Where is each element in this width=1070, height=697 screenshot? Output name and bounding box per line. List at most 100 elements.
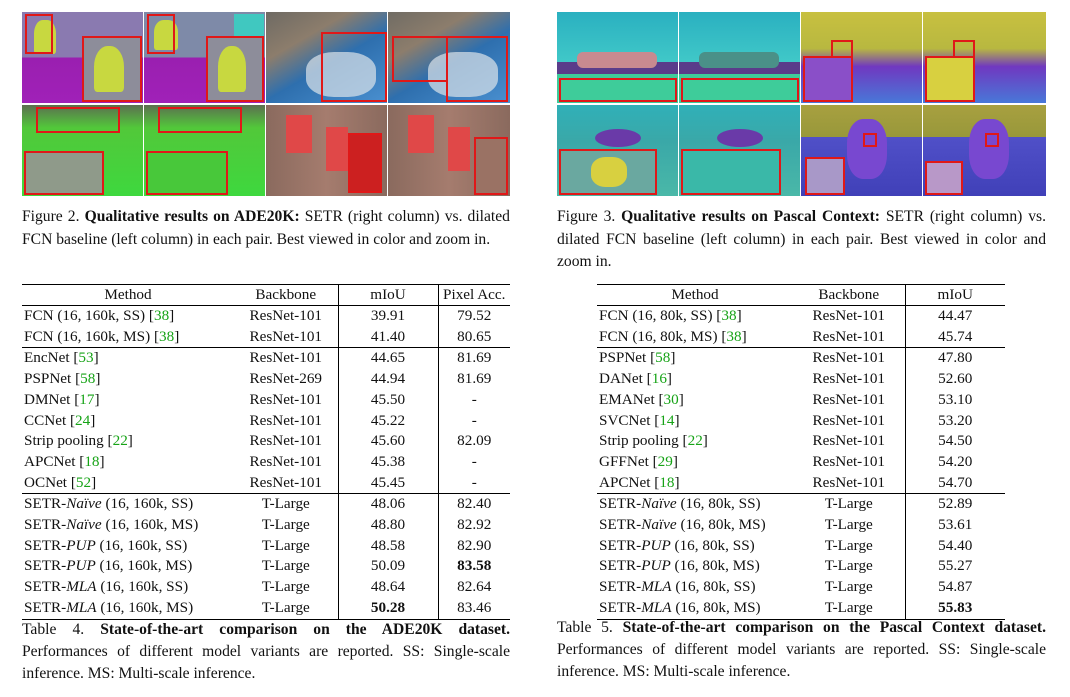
backbone-cell: ResNet-101 <box>249 327 323 345</box>
miou-cell: 55.27 <box>904 556 1005 578</box>
method-name: SETR- <box>599 536 642 554</box>
pixel-acc-cell: 82.64 <box>437 577 510 598</box>
method-name: EMANet [ <box>599 390 664 408</box>
method-cell: Strip pooling [22] <box>597 431 793 452</box>
citation-link[interactable]: 16 <box>651 370 667 388</box>
method-name: APCNet [ <box>599 473 660 491</box>
method-name: SETR- <box>24 557 67 575</box>
pixel-acc-cell: 82.92 <box>437 515 510 536</box>
backbone-cell: ResNet-101 <box>249 390 323 408</box>
method-suffix: ] <box>741 327 747 345</box>
ade20k-fcn-result-4 <box>266 105 387 196</box>
method-name: PSPNet [ <box>24 370 81 388</box>
method-cell: APCNet [18] <box>597 473 793 494</box>
method-name: EncNet [ <box>24 349 79 367</box>
citation-link[interactable]: 58 <box>80 370 96 388</box>
figure-2-title: Qualitative results on ADE20K: <box>84 208 300 225</box>
header-method: Method <box>671 286 719 303</box>
method-name: FCN (16, 160k, SS) [ <box>24 307 154 324</box>
citation-link[interactable]: 22 <box>112 432 128 450</box>
citation-link[interactable]: 58 <box>655 349 671 367</box>
citation-link[interactable]: 38 <box>153 307 170 324</box>
method-name: APCNet [ <box>24 452 85 470</box>
backbone-cell: ResNet-101 <box>812 452 886 470</box>
table-row: PSPNet [58] ResNet-269 44.94 81.69 <box>22 369 510 390</box>
method-suffix: (16, 160k, MS) <box>96 598 194 616</box>
method-suffix: (16, 160k, MS) <box>95 557 193 575</box>
table-row: GFFNet [29] ResNet-101 54.20 <box>597 451 1005 473</box>
method-variant: Naïve <box>641 495 677 513</box>
miou-cell: 45.38 <box>337 451 438 473</box>
backbone-cell: T-Large <box>824 578 873 596</box>
citation-link[interactable]: 18 <box>84 452 100 470</box>
method-variant: MLA <box>66 598 97 616</box>
header-method: Method <box>104 286 152 303</box>
table-row: SETR-MLA (16, 160k, MS) T-Large 50.28 83.46 <box>22 597 510 620</box>
method-cell: FCN (16, 80k, MS) [38] <box>597 327 793 348</box>
citation-link[interactable]: 22 <box>687 432 703 450</box>
method-suffix: ] <box>94 390 100 408</box>
citation-link[interactable]: 52 <box>75 473 92 491</box>
method-suffix: ] <box>99 452 105 470</box>
method-cell: SVCNet [14] <box>597 411 793 432</box>
method-suffix: ] <box>93 349 99 367</box>
pixel-acc-cell: - <box>437 389 510 411</box>
method-variant: PUP <box>641 557 671 575</box>
miou-cell: 45.74 <box>904 326 1005 348</box>
method-cell: EncNet [53] <box>22 347 234 370</box>
backbone-cell: ResNet-101 <box>812 411 886 429</box>
miou-cell: 54.20 <box>904 451 1005 473</box>
method-suffix: ] <box>674 411 680 429</box>
citation-link[interactable]: 17 <box>79 390 95 408</box>
pixel-acc-cell: - <box>437 410 510 432</box>
miou-cell: 50.28 <box>337 597 438 620</box>
citation-link[interactable]: 38 <box>721 307 737 324</box>
table-row: DANet [16] ResNet-101 52.60 <box>597 369 1005 390</box>
method-suffix: ] <box>91 473 97 491</box>
table-4-text: Performances of different model variants… <box>22 643 510 682</box>
method-suffix: ] <box>670 349 676 367</box>
method-suffix: ] <box>174 327 180 345</box>
citation-link[interactable]: 53 <box>78 349 94 367</box>
citation-link[interactable]: 29 <box>657 452 673 470</box>
method-suffix: ] <box>666 370 672 388</box>
method-suffix: ] <box>169 307 175 324</box>
backbone-cell: T-Large <box>793 493 905 516</box>
method-name: FCN (16, 80k, SS) [ <box>599 307 722 324</box>
citation-link[interactable]: 38 <box>159 327 175 345</box>
citation-link[interactable]: 24 <box>75 411 91 429</box>
table-row: SETR-MLA (16, 80k, MS) T-Large 55.83 <box>597 597 1005 620</box>
backbone-cell: ResNet-101 <box>812 473 886 491</box>
miou-cell: 48.06 <box>337 493 438 516</box>
miou-cell: 45.60 <box>337 431 438 452</box>
method-cell: PSPNet [58] <box>597 347 793 370</box>
method-cell: CCNet [24] <box>22 411 234 432</box>
table-row: FCN (16, 160k, SS) [38] ResNet-101 39.91 79… <box>22 305 510 327</box>
method-cell: SETR-Naïve (16, 80k, SS) <box>597 493 793 516</box>
figure-3-title: Qualitative results on Pascal Context: <box>621 208 880 225</box>
pascal-setr-result-4 <box>923 105 1046 196</box>
pascal-fcn-result-2 <box>801 12 922 103</box>
miou-cell: 48.80 <box>337 515 438 536</box>
miou-cell: 54.50 <box>904 431 1005 452</box>
table-5-text: Performances of different model variants… <box>557 641 1046 680</box>
backbone-cell: ResNet-101 <box>249 411 323 429</box>
backbone-cell: T-Large <box>234 597 338 620</box>
method-suffix: (16, 160k, SS) <box>101 495 194 513</box>
method-variant: PUP <box>66 557 96 575</box>
method-cell: FCN (16, 160k, MS) [38] <box>22 327 234 348</box>
table-row: SETR-MLA (16, 160k, SS) T-Large 48.64 82.64 <box>22 577 510 598</box>
backbone-cell: ResNet-101 <box>812 370 886 388</box>
miou-cell: 54.40 <box>904 535 1005 557</box>
backbone-cell: ResNet-269 <box>249 370 323 388</box>
method-suffix: (16, 80k, SS) <box>671 578 756 596</box>
method-variant: MLA <box>66 578 97 596</box>
method-cell: DANet [16] <box>597 369 793 390</box>
citation-link[interactable]: 30 <box>663 390 679 408</box>
method-name: PSPNet [ <box>599 349 656 367</box>
table-row: EncNet [53] ResNet-101 44.65 81.69 <box>22 347 510 370</box>
method-cell: SETR-PUP (16, 160k, SS) <box>22 536 234 557</box>
citation-link[interactable]: 18 <box>659 473 675 491</box>
citation-link[interactable]: 38 <box>726 327 742 345</box>
citation-link[interactable]: 14 <box>659 411 675 429</box>
